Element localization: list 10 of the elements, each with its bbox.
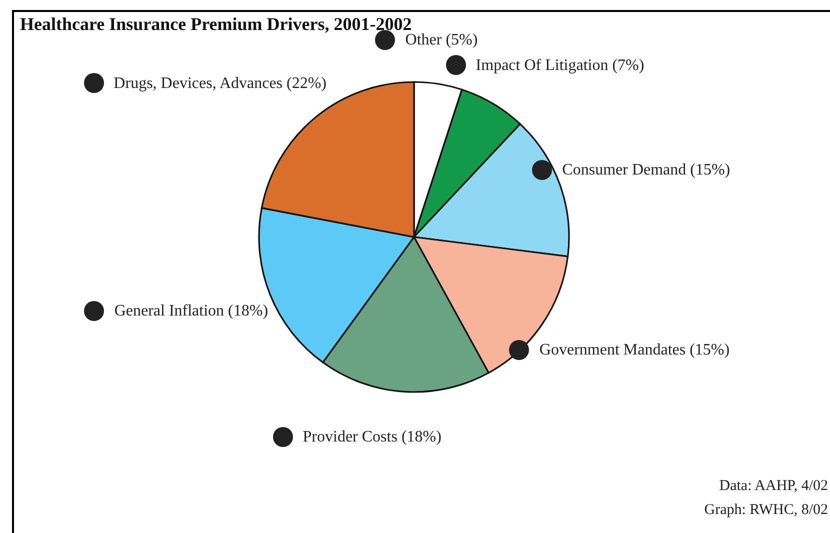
- slice-label: Impact Of Litigation (7%): [476, 56, 644, 74]
- slice-label: Provider Costs (18%): [302, 428, 442, 446]
- text: Data: AAHP, 4/02: [719, 478, 828, 495]
- slice-label: Government Mandates (15%): [539, 341, 730, 358]
- chart-title: Healthcare Insurance Premium Drivers, 2001-2002: [20, 14, 412, 34]
- text: Graph: RWHC, 8/02: [704, 502, 828, 519]
- slice-label: Drugs, Devices, Advances (22%): [114, 74, 327, 92]
- slice-label: Other (5%): [405, 31, 478, 48]
- slice-label: Consumer Demand (15%): [562, 161, 730, 178]
- slice-label: General Inflation (18%): [114, 302, 268, 320]
